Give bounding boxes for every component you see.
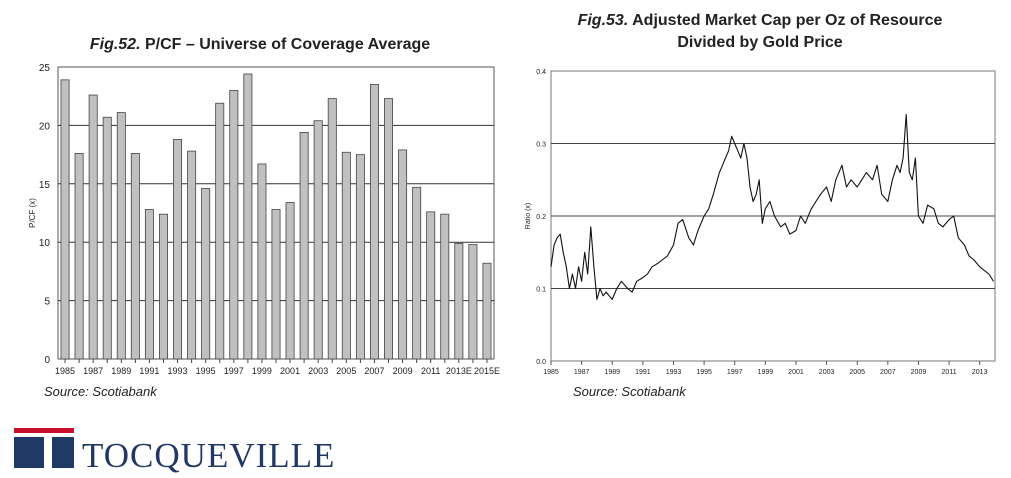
y-tick-label: 0.0	[536, 359, 546, 366]
bar	[426, 211, 436, 360]
fig52-source: Source: Scotiabank	[44, 384, 157, 399]
x-tick-label: 1993	[666, 369, 682, 376]
x-tick-label: 1999	[252, 366, 272, 376]
fig53-number: Fig.53.	[577, 12, 629, 29]
bar	[271, 209, 281, 360]
logo-red-bar	[14, 428, 74, 433]
bar	[173, 139, 183, 360]
bar	[299, 132, 309, 360]
bar	[327, 98, 337, 360]
y-tick-label: 0.4	[536, 69, 546, 76]
ratio-series-line	[550, 113, 994, 300]
y-tick-label: 25	[39, 63, 51, 74]
y-tick-label: 20	[39, 121, 51, 132]
x-tick-label: 2009	[911, 369, 927, 376]
x-tick-label: 1987	[83, 366, 103, 376]
bar	[468, 244, 478, 360]
x-tick-label: 1993	[168, 366, 188, 376]
bar	[440, 213, 450, 360]
bar	[130, 153, 140, 360]
tocqueville-logo	[14, 428, 74, 468]
y-axis-label: P/CF (x)	[28, 198, 37, 228]
x-tick-label: 1997	[224, 366, 244, 376]
x-tick-label: 1997	[727, 369, 743, 376]
bar	[313, 120, 323, 360]
bar	[144, 209, 154, 360]
x-tick-label: 2009	[393, 366, 413, 376]
x-tick-label: 2003	[308, 366, 328, 376]
x-tick-label: 1985	[55, 366, 75, 376]
bar	[355, 154, 365, 360]
x-tick-label: 1991	[139, 366, 159, 376]
x-tick-label: 1989	[111, 366, 131, 376]
x-tick-label: 2013E	[446, 366, 472, 376]
y-axis-label: Ratio (x)	[525, 203, 532, 229]
x-tick-label: 1989	[604, 369, 620, 376]
y-tick-label: 0	[44, 355, 50, 366]
x-tick-label: 1995	[196, 366, 216, 376]
y-tick-label: 0.1	[536, 287, 546, 294]
bar	[398, 149, 408, 360]
bar	[187, 150, 197, 360]
bar	[341, 151, 351, 360]
logo-blue-block-right	[52, 437, 74, 468]
fig53-title: Fig.53. Adjusted Market Cap per Oz of Re…	[520, 10, 1000, 54]
y-tick-label: 0.2	[536, 214, 546, 221]
bar	[384, 98, 393, 360]
bar	[369, 84, 379, 360]
fig53-title-line2: Divided by Gold Price	[677, 34, 843, 51]
x-tick-label: 2007	[880, 369, 896, 376]
x-tick-label: 2001	[280, 366, 300, 376]
fig52-title: Fig.52. P/CF – Universe of Coverage Aver…	[40, 34, 480, 56]
x-tick-label: 2005	[849, 369, 865, 376]
y-tick-label: 5	[44, 297, 50, 308]
bar	[74, 153, 84, 360]
x-tick-label: 2011	[421, 366, 440, 376]
bar	[412, 186, 422, 360]
x-tick-label: 2001	[788, 369, 804, 376]
y-tick-label: 0.3	[536, 142, 546, 149]
bar	[229, 89, 239, 360]
x-tick-label: 2015E	[474, 366, 500, 376]
bar	[102, 116, 112, 360]
x-tick-label: 1995	[696, 369, 712, 376]
bar	[243, 73, 253, 360]
x-tick-label: 2007	[364, 366, 384, 376]
fig52-title-text: P/CF – Universe of Coverage Average	[144, 36, 431, 53]
fig53-title-line1: Adjusted Market Cap per Oz of Resource	[632, 12, 943, 29]
logo-blue-block-left	[14, 437, 44, 468]
bar	[482, 262, 492, 360]
fig52-number: Fig.52.	[89, 36, 141, 53]
x-tick-label: 2011	[942, 369, 957, 376]
y-tick-label: 15	[39, 180, 51, 191]
x-tick-label: 1985	[543, 369, 559, 376]
bar	[60, 79, 70, 360]
bar	[257, 163, 267, 360]
pcf-bar-chart: 0 5 10 15 20 25 1985 1987 1989 1991 1993 1995 1997 19…	[28, 63, 500, 376]
x-tick-label: 2005	[336, 366, 356, 376]
market-cap-ratio-line-chart: 0.0 0.1 0.2 0.3 0.4 1985 1987 1989 1991 1993 1995 1…	[525, 69, 996, 376]
bar	[285, 202, 295, 360]
y-tick-label: 10	[39, 238, 51, 249]
fig53-source: Source: Scotiabank	[573, 384, 686, 399]
logo-wordmark: TOCQUEVILLE	[82, 436, 336, 475]
x-tick-label: 2013	[972, 369, 988, 376]
x-tick-label: 1999	[758, 369, 774, 376]
bar	[88, 94, 98, 360]
bar	[116, 112, 126, 360]
bar	[454, 242, 464, 360]
bar	[159, 213, 168, 360]
x-tick-label: 1987	[574, 369, 590, 376]
x-tick-label: 1991	[635, 369, 651, 376]
bar	[201, 188, 211, 360]
bar	[215, 102, 225, 360]
x-tick-label: 2003	[819, 369, 835, 376]
